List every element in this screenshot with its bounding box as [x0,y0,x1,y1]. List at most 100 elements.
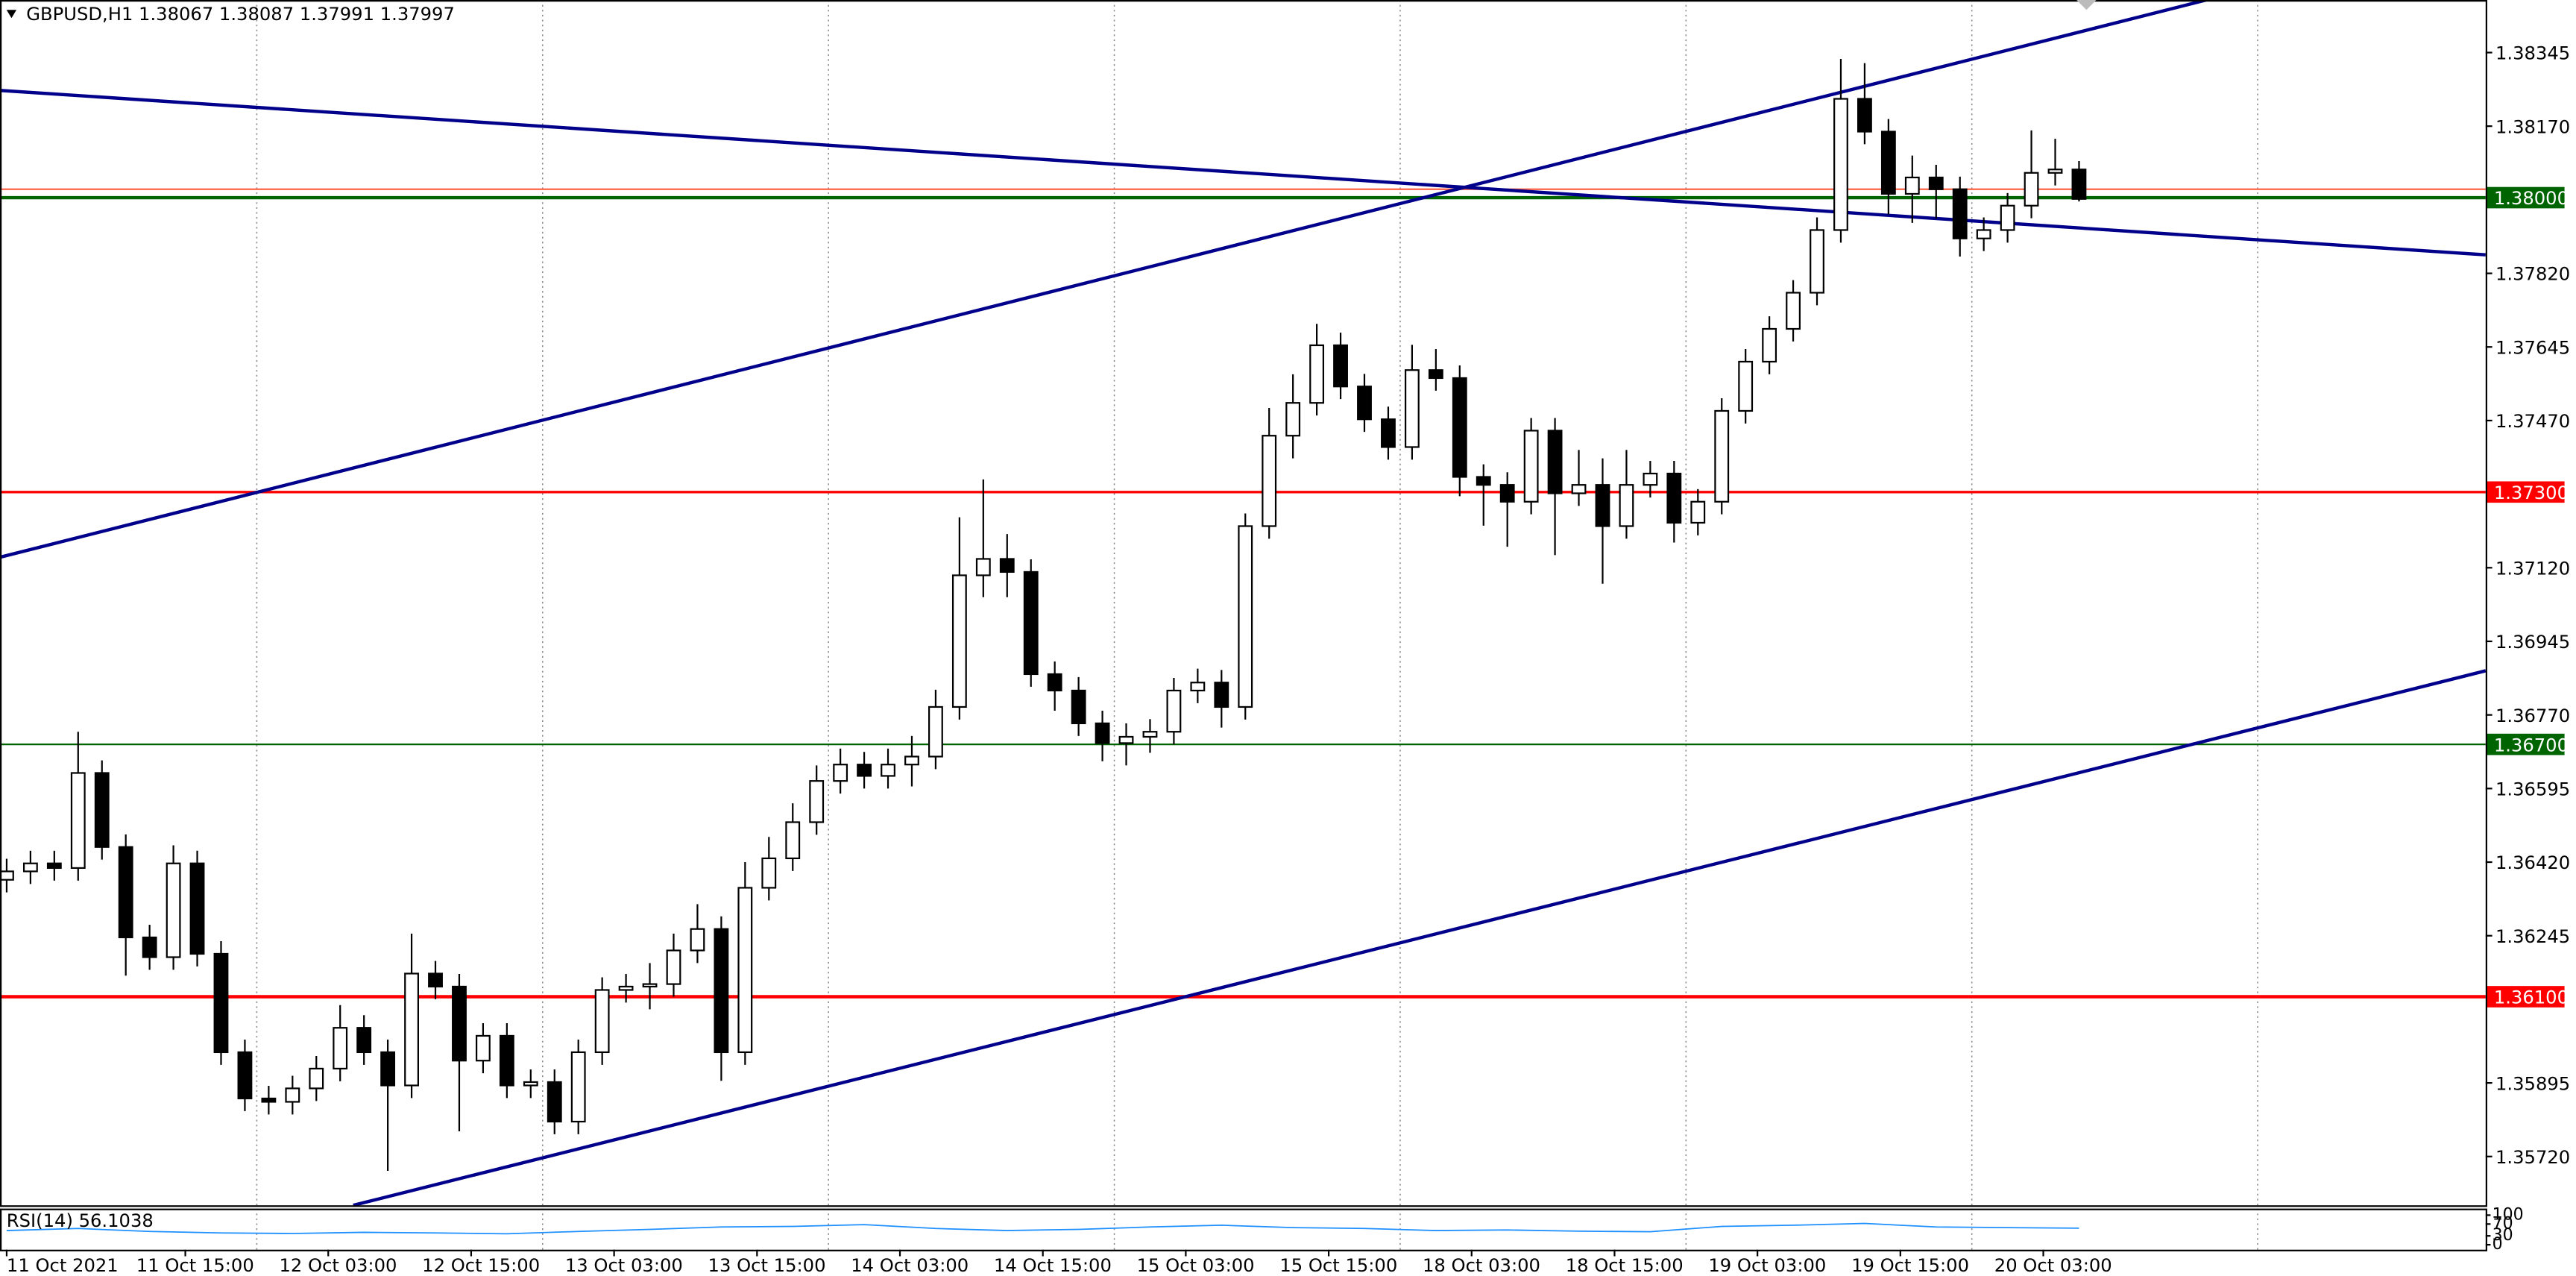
level-label-box [2487,733,2565,755]
candle-body [1452,377,1467,478]
rsi-tick-label: 30 [2492,1226,2513,1245]
candle-body [857,764,872,777]
x-tick-label: 13 Oct 15:00 [708,1254,826,1276]
candle-body [737,887,753,1054]
candle-body [975,558,991,576]
candle-body [642,983,658,988]
candle-body [333,1027,348,1070]
candle-body [142,936,157,958]
candle-body [1499,484,1515,503]
candle-body [1762,327,1777,363]
candle-body [213,952,229,1054]
candle-body [1357,386,1372,421]
candle-body [1857,98,1872,133]
candle-body [1976,229,1991,239]
y-tick-label: 1.38345 [2495,43,2570,64]
rsi-line [6,1222,2079,1235]
y-tick-label: 1.36245 [2495,925,2570,947]
candle-body [1928,176,1944,190]
candle-body [2071,169,2087,200]
candle-body [22,862,38,873]
candle-body [1238,525,1253,708]
candle-body [475,1034,491,1062]
y-tick-label: 1.36595 [2495,779,2570,800]
level-label: 1.36100 [2494,987,2569,1008]
level-label: 1.37300 [2494,482,2569,503]
candle-body [928,705,943,758]
candle-body [1833,98,1848,231]
candle-body [1619,484,1634,527]
candle-body [237,1051,253,1100]
level-label: 1.38000 [2494,187,2569,209]
x-tick-label: 15 Oct 03:00 [1137,1254,1255,1276]
candle-body [594,989,610,1054]
candle-body [166,862,181,958]
rsi-tick-label: 70 [2492,1214,2513,1233]
candle-body [1095,722,1110,744]
candle-body [1738,360,1754,412]
candle-body [1262,435,1277,527]
candle-body [1690,500,1706,524]
candle-body [1666,472,1682,524]
x-tick-label: 11 Oct 15:00 [136,1254,254,1276]
candle-body [1547,430,1563,494]
x-tick-label: 15 Oct 15:00 [1279,1254,1397,1276]
y-tick-label: 1.37820 [2495,263,2570,285]
candle-body [547,1081,562,1123]
candle-body [714,928,729,1054]
rsi-tick-label: 0 [2492,1235,2503,1254]
candle-body [666,949,681,985]
candle-body [1333,344,1348,388]
candle-body [452,985,467,1062]
candle-body [1023,571,1039,676]
candle-body [618,985,634,991]
candle-body [1714,409,1730,503]
y-tick-label: 1.37120 [2495,557,2570,579]
trend-line [0,0,2207,559]
candle-body [523,1081,538,1087]
x-tick-label: 18 Oct 03:00 [1423,1254,1540,1276]
x-tick-label: 12 Oct 15:00 [422,1254,540,1276]
level-label-box [2487,481,2565,503]
candle-body [1786,292,1801,330]
candle-body [1166,689,1182,733]
x-tick-label: 20 Oct 03:00 [1994,1254,2112,1276]
x-tick-label: 14 Oct 03:00 [851,1254,969,1276]
candle-body [499,1034,514,1087]
candle-body [1190,682,1206,692]
candle-body [1810,229,1824,294]
level-label-box [2487,186,2565,209]
plot-frame [0,0,2488,1207]
candle-body [570,1051,586,1123]
candle-body [285,1087,300,1103]
candle-body [1404,369,1420,448]
shift-marker [2076,0,2097,10]
trend-line [353,669,2487,1207]
x-tick-label: 13 Oct 03:00 [565,1254,683,1276]
candle-body [46,862,62,870]
x-tick-label: 19 Oct 03:00 [1708,1254,1826,1276]
x-tick-label: 11 Oct 2021 [7,1254,119,1276]
y-tick-label: 1.36770 [2495,705,2570,726]
rsi-frame [0,1208,2488,1251]
candle-body [1214,682,1229,708]
y-tick-label: 1.35895 [2495,1072,2570,1094]
candle-body [118,846,133,939]
candle-body [999,558,1015,573]
candle-body [0,870,14,881]
grid-layer [256,0,2258,1250]
y-tick-label: 1.36420 [2495,852,2570,873]
candle-body [881,764,895,777]
candle-body [951,574,967,708]
candle-body [380,1051,396,1087]
y-tick-label: 1.37645 [2495,336,2570,358]
x-tick-label: 18 Oct 15:00 [1566,1254,1684,1276]
candle-body [261,1097,277,1103]
candle-body [428,972,443,988]
menu-arrow[interactable] [6,10,17,19]
candle-body [1643,472,1658,486]
candle-body [1071,689,1086,725]
candle-body [404,972,419,1087]
